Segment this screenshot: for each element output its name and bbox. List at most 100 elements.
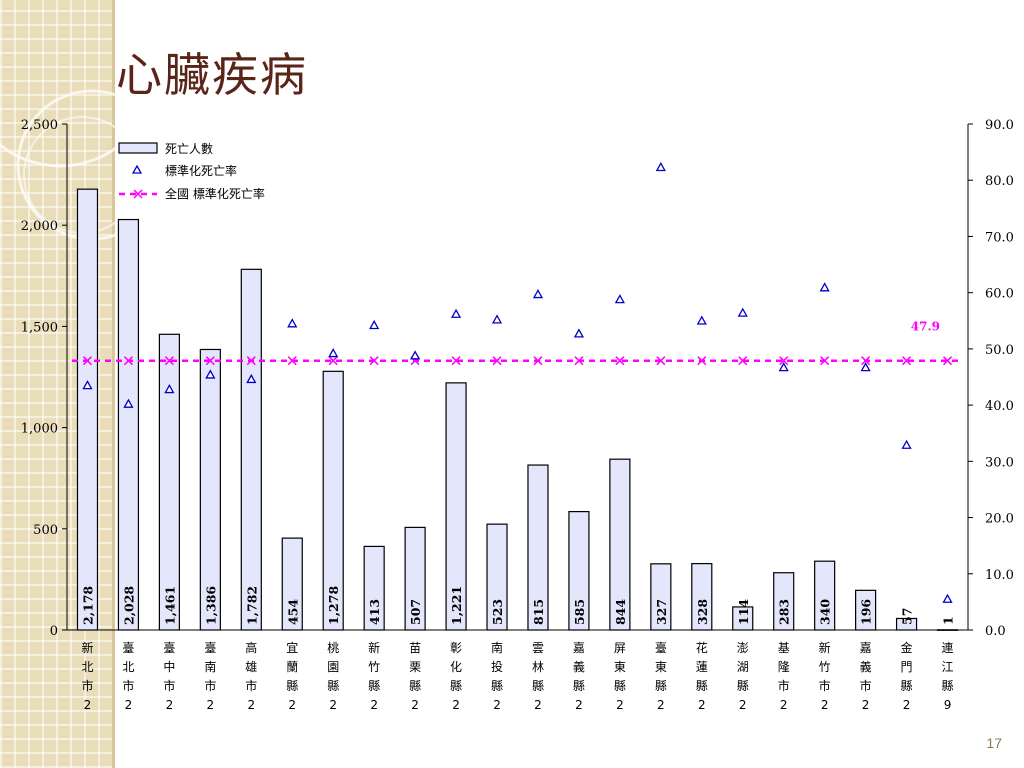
- category-label: 園: [327, 660, 339, 674]
- category-label: 縣: [696, 679, 708, 693]
- category-label: 雄: [245, 659, 257, 674]
- national-rate-marker: [615, 356, 625, 366]
- national-rate-marker: [861, 356, 871, 366]
- national-rate-marker: [164, 356, 174, 366]
- legend-triangle-swatch: [131, 164, 143, 174]
- rate-triangle-13: [614, 294, 625, 304]
- category-label: 2: [329, 698, 337, 712]
- category-label: 東: [655, 660, 667, 674]
- rate-triangle-11: [532, 289, 544, 299]
- national-rate-marker: [369, 356, 379, 366]
- bar-value-label: 114: [736, 599, 751, 625]
- category-label: 縣: [942, 679, 954, 693]
- category-label: 市: [245, 678, 257, 693]
- category-label: 屏: [614, 641, 626, 655]
- national-rate-label: 47.9: [911, 320, 940, 334]
- left-axis-tick-label: 2,000: [21, 219, 58, 234]
- category-label: 臺: [204, 640, 216, 655]
- national-rate-marker: [451, 356, 461, 366]
- category-label: 2: [493, 698, 501, 712]
- right-axis-tick-label: 10.0: [985, 568, 1014, 583]
- category-label: 2: [862, 698, 870, 712]
- category-label: 2: [370, 698, 378, 712]
- category-label: 臺: [122, 640, 134, 655]
- rate-triangle-4: [246, 373, 257, 384]
- category-label: 義: [573, 659, 585, 674]
- category-label: 湖: [737, 659, 749, 674]
- right-axis-tick-label: 40.0: [985, 399, 1014, 414]
- rate-triangle-14: [655, 161, 666, 172]
- bar-value-label: 1,782: [244, 586, 259, 625]
- left-axis-tick-label: 500: [33, 523, 58, 538]
- category-label: 新: [81, 640, 93, 655]
- bar-value-label: 196: [859, 599, 874, 625]
- bar-value-label: 57: [900, 608, 915, 625]
- national-rate-marker: [656, 356, 666, 366]
- category-label: 縣: [450, 679, 462, 693]
- bar-value-label: 1: [941, 616, 956, 625]
- right-axis-tick-label: 60.0: [985, 287, 1014, 302]
- category-label: 市: [122, 678, 134, 693]
- category-label: 門: [901, 660, 913, 674]
- bar-value-label: 523: [490, 599, 505, 625]
- bar-1: [117, 218, 140, 631]
- category-label: 新: [368, 640, 380, 655]
- legend-line-label: 全國 標準化死亡率: [165, 186, 265, 201]
- category-label: 縣: [532, 679, 544, 693]
- bar-value-label: 327: [654, 599, 669, 625]
- bar-2: [158, 333, 180, 631]
- bar-4: [240, 268, 262, 631]
- rate-triangle-21: [942, 593, 953, 603]
- rate-triangle-18: [819, 282, 830, 292]
- category-label: 市: [163, 678, 175, 693]
- rate-triangle-16: [737, 307, 748, 317]
- category-label: 縣: [655, 679, 667, 693]
- page-number: 17: [986, 735, 1002, 751]
- category-label: 蘭: [286, 660, 298, 674]
- rate-triangle-15: [696, 315, 707, 325]
- category-label: 臺: [163, 640, 175, 655]
- category-label: 縣: [573, 679, 585, 693]
- category-label: 嘉: [573, 641, 585, 655]
- category-label: 隆: [778, 659, 790, 674]
- national-rate-marker: [82, 356, 93, 366]
- bar-value-label: 2,178: [80, 586, 95, 625]
- category-label: 宜: [286, 640, 298, 655]
- bar-value-label: 507: [408, 599, 423, 625]
- bar-value-label: 844: [613, 599, 628, 625]
- category-label: 2: [534, 698, 542, 712]
- bar-5: [281, 537, 303, 631]
- bar-3: [199, 348, 221, 631]
- legend-bar-label: 死亡人數: [165, 142, 213, 156]
- bar-11: [527, 464, 549, 631]
- category-label: 2: [247, 698, 255, 712]
- national-rate-marker: [287, 356, 297, 366]
- category-label: 東: [614, 660, 626, 674]
- category-label: 市: [81, 678, 93, 693]
- bar-19: [855, 589, 877, 631]
- category-label: 2: [575, 698, 583, 712]
- rate-triangle-10: [491, 314, 503, 324]
- category-label: 2: [207, 698, 215, 712]
- category-label: 竹: [368, 660, 380, 674]
- right-axis-tick-label: 30.0: [985, 455, 1014, 470]
- bar-21: [936, 629, 959, 631]
- bar-20: [895, 617, 918, 631]
- bar-value-label: 413: [367, 599, 382, 625]
- category-label: 北: [81, 660, 93, 674]
- category-label: 2: [739, 698, 747, 712]
- category-label: 苗: [409, 641, 421, 655]
- national-rate-marker: [738, 356, 748, 366]
- bar-15: [691, 563, 713, 631]
- category-label: 9: [944, 698, 952, 712]
- slide-title: 心臟疾病: [116, 48, 308, 102]
- right-axis-tick-label: 20.0: [985, 512, 1014, 527]
- bar-value-label: 815: [531, 599, 546, 625]
- category-label: 竹: [819, 660, 831, 674]
- bar-13: [609, 458, 631, 631]
- category-label: 林: [532, 660, 544, 674]
- bar-value-label: 1,386: [203, 586, 218, 625]
- right-axis-tick-label: 0.0: [985, 624, 1006, 639]
- category-label: 2: [288, 698, 296, 712]
- category-label: 嘉: [860, 641, 872, 655]
